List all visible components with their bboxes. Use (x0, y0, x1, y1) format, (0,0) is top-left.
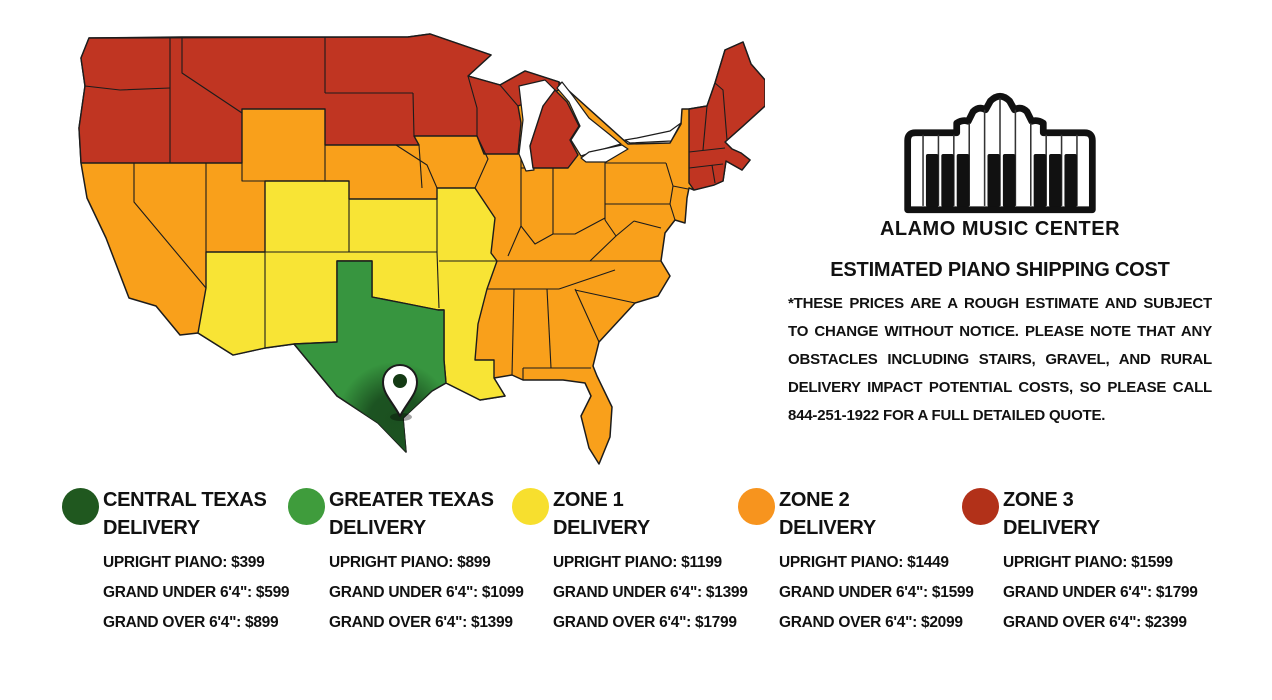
zone-prices: UPRIGHT PIANO: $899 GRAND UNDER 6'4": $1… (329, 548, 524, 638)
lake-ontario (624, 122, 682, 144)
zone-title: GREATER TEXAS (329, 489, 494, 511)
legend-item-zone-3: ZONE 3 DELIVERY UPRIGHT PIANO: $1599 GRA… (962, 486, 1198, 638)
zone-subtitle: DELIVERY (1003, 517, 1100, 539)
legend-item-zone-1: ZONE 1 DELIVERY UPRIGHT PIANO: $1199 GRA… (512, 486, 748, 638)
page-title: ESTIMATED PIANO SHIPPING COST (830, 259, 1170, 281)
legend-item-greater-texas: GREATER TEXAS DELIVERY UPRIGHT PIANO: $8… (288, 486, 524, 638)
zone-prices: UPRIGHT PIANO: $399 GRAND UNDER 6'4": $5… (103, 548, 294, 638)
zone-title: ZONE 2 (779, 489, 850, 511)
price-line: GRAND UNDER 6'4": $1099 (329, 584, 524, 601)
zone-prices: UPRIGHT PIANO: $1599 GRAND UNDER 6'4": $… (1003, 548, 1198, 638)
price-line: GRAND UNDER 6'4": $1799 (1003, 584, 1198, 601)
price-line: UPRIGHT PIANO: $899 (329, 554, 491, 571)
disclaimer-text: *THESE PRICES ARE A ROUGH ESTIMATE AND S… (788, 295, 1212, 424)
price-line: UPRIGHT PIANO: $1449 (779, 554, 949, 571)
lake-erie (580, 144, 629, 163)
price-line: GRAND UNDER 6'4": $599 (103, 584, 290, 601)
price-line: GRAND UNDER 6'4": $1399 (553, 584, 748, 601)
price-line: GRAND OVER 6'4": $2099 (779, 614, 963, 631)
zone-color-dot (512, 488, 549, 525)
price-line: GRAND OVER 6'4": $2399 (1003, 614, 1187, 631)
us-shipping-zones-map (75, 28, 765, 468)
alamo-piano-logo-icon (904, 92, 1096, 214)
zone-color-dot (962, 488, 999, 525)
location-pin-icon (382, 364, 418, 421)
map-region-zone3-newengland (688, 41, 765, 191)
legend-item-zone-2: ZONE 2 DELIVERY UPRIGHT PIANO: $1449 GRA… (738, 486, 974, 638)
zone-title: CENTRAL TEXAS (103, 489, 267, 511)
zone-prices: UPRIGHT PIANO: $1199 GRAND UNDER 6'4": $… (553, 548, 748, 638)
zone-title: ZONE 1 (553, 489, 624, 511)
price-line: UPRIGHT PIANO: $1199 (553, 554, 722, 571)
zone-subtitle: DELIVERY (779, 517, 876, 539)
logo-caption: ALAMO MUSIC CENTER (879, 218, 1121, 240)
zone-color-dot (62, 488, 99, 525)
state-borders (84, 37, 728, 380)
zone-subtitle: DELIVERY (553, 517, 650, 539)
zone-color-dot (288, 488, 325, 525)
price-line: GRAND OVER 6'4": $899 (103, 614, 279, 631)
price-line: UPRIGHT PIANO: $399 (103, 554, 265, 571)
legend-item-central-texas: CENTRAL TEXAS DELIVERY UPRIGHT PIANO: $3… (62, 486, 294, 638)
zone-color-dot (738, 488, 775, 525)
zone-subtitle: DELIVERY (329, 517, 426, 539)
zone-prices: UPRIGHT PIANO: $1449 GRAND UNDER 6'4": $… (779, 548, 974, 638)
price-line: GRAND OVER 6'4": $1399 (329, 614, 513, 631)
zone-subtitle: DELIVERY (103, 517, 200, 539)
map-svg (78, 33, 765, 465)
price-line: UPRIGHT PIANO: $1599 (1003, 554, 1173, 571)
info-panel: ALAMO MUSIC CENTER ESTIMATED PIANO SHIPP… (788, 90, 1212, 430)
zone-title: ZONE 3 (1003, 489, 1074, 511)
map-region-zone3-michigan (529, 89, 580, 169)
price-line: GRAND OVER 6'4": $1799 (553, 614, 737, 631)
price-line: GRAND UNDER 6'4": $1599 (779, 584, 974, 601)
